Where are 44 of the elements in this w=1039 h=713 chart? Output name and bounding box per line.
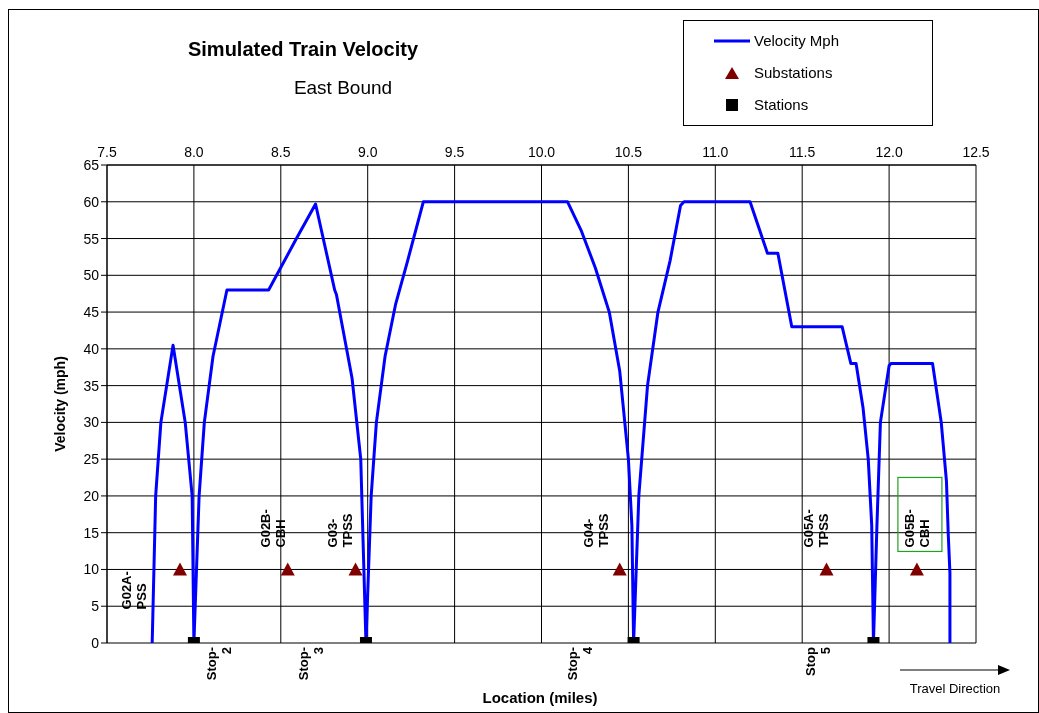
x-tick-label: 10.0 bbox=[527, 144, 556, 160]
x-axis-title: Location (miles) bbox=[482, 689, 598, 706]
x-tick-label: 12.5 bbox=[962, 144, 990, 160]
x-tick-label: 10.5 bbox=[614, 144, 643, 160]
x-tick-label: 11.5 bbox=[789, 144, 816, 160]
y-tick-label: 60 bbox=[83, 193, 100, 210]
x-tick-label: 8.5 bbox=[271, 144, 291, 160]
annotation: G03-TPSS bbox=[324, 513, 355, 548]
text: Stop 5 bbox=[803, 646, 834, 676]
legend-label: Stations bbox=[754, 95, 809, 115]
annotation: G05B-CBH bbox=[901, 509, 932, 548]
text: Travel Direction bbox=[909, 681, 1001, 696]
annotation: G02B-CBH bbox=[257, 509, 288, 548]
y-tick-label: 5 bbox=[91, 598, 100, 615]
x-tick-label: 12.0 bbox=[875, 144, 903, 160]
line-series bbox=[150, 200, 952, 643]
legend-label: Velocity Mph bbox=[754, 31, 840, 51]
y-tick-label: 55 bbox=[83, 230, 100, 247]
chart-title: Simulated Train Velocity bbox=[186, 38, 420, 61]
y-tick-label: 20 bbox=[83, 487, 100, 504]
y-axis-title: Velocity (mph) bbox=[51, 356, 68, 452]
text: Stop-4 bbox=[564, 646, 595, 681]
y-tick-label: 25 bbox=[83, 451, 100, 468]
y-tick-label: 30 bbox=[83, 414, 100, 431]
y-tick-label: 65 bbox=[83, 156, 100, 173]
annotation: G02A-PSS bbox=[119, 571, 149, 610]
y-tick-label: 15 bbox=[83, 524, 100, 541]
x-tick-label: 9.5 bbox=[444, 144, 465, 160]
y-tick-label: 0 bbox=[91, 634, 100, 651]
y-tick-label: 35 bbox=[83, 377, 100, 394]
y-tick-label: 45 bbox=[83, 304, 100, 321]
annotation: G04-TPSS bbox=[580, 513, 611, 548]
text: Stop-2 bbox=[203, 647, 234, 681]
y-tick-label: 50 bbox=[83, 267, 100, 284]
x-tick-label: 8.0 bbox=[184, 144, 204, 160]
x-tick-label: 7.5 bbox=[97, 144, 117, 160]
chart-subtitle: East Bound bbox=[292, 77, 394, 99]
y-tick-label: 10 bbox=[83, 561, 100, 578]
x-tick-label: 9.0 bbox=[357, 144, 378, 160]
x-tick-label: 11.0 bbox=[702, 144, 729, 160]
y-tick-label: 40 bbox=[83, 340, 100, 357]
legend-label: Substations bbox=[754, 63, 833, 83]
annotation: G05A-TPSS bbox=[800, 509, 831, 548]
text: Stop-3 bbox=[295, 647, 326, 681]
